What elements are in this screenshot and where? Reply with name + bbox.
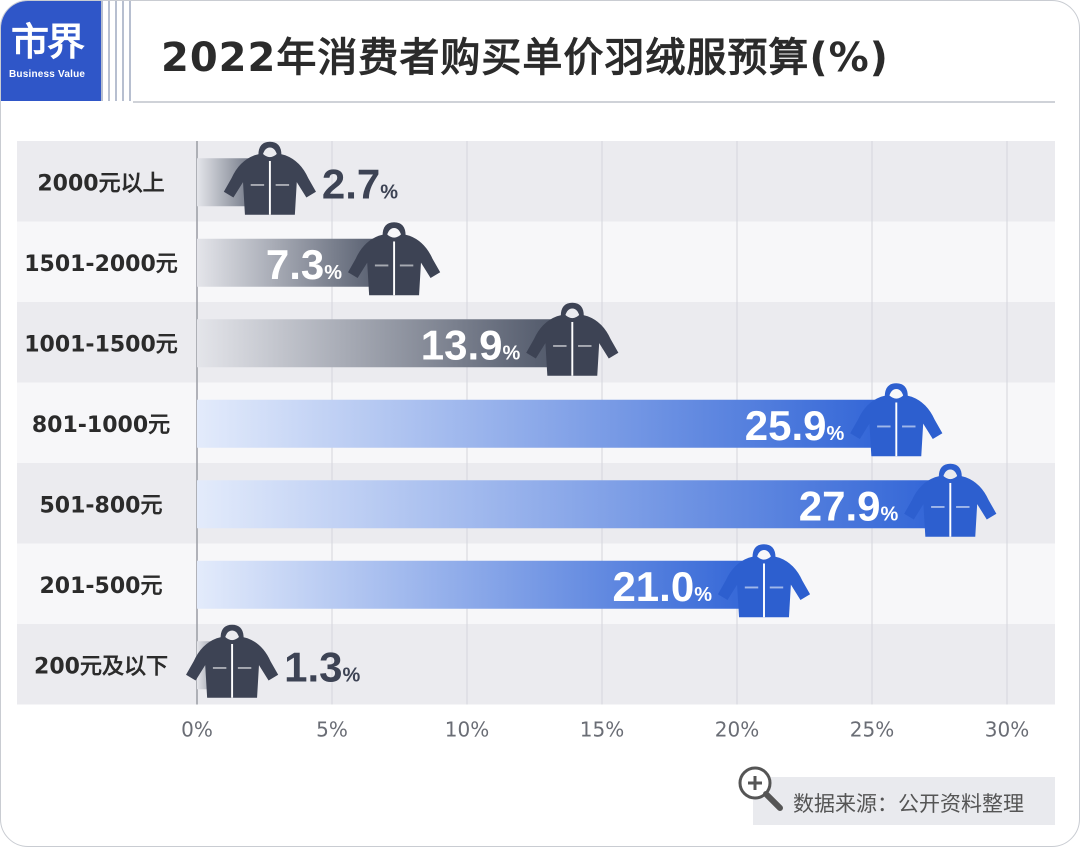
row-band — [17, 221, 1055, 302]
bar — [197, 480, 951, 529]
x-tick-label: 5% — [316, 718, 348, 742]
logo: 市界 Business Value — [1, 1, 101, 101]
value-unit: % — [881, 503, 899, 525]
x-tick-label: 20% — [715, 718, 759, 742]
value-unit: % — [342, 664, 360, 686]
value-unit: % — [503, 342, 521, 364]
category-label: 1001-1500元 — [24, 332, 178, 357]
source-box: 数据来源：公开资料整理 — [753, 777, 1055, 825]
value-number: 1.3 — [284, 643, 342, 690]
logo-text-cn: 市界 — [11, 20, 85, 64]
logo-stripes-decoration — [101, 1, 133, 101]
bar — [197, 319, 573, 368]
value-number: 13.9 — [421, 321, 503, 368]
value-unit: % — [694, 584, 712, 606]
x-axis-ticks: 0% 5% 10% 15% 20% 25% 30% — [181, 718, 1029, 742]
value-label: 2.7% — [322, 160, 398, 207]
bar — [197, 560, 764, 609]
value-number: 25.9 — [745, 402, 827, 449]
x-tick-label: 15% — [580, 718, 624, 742]
category-label: 200元及以下 — [34, 654, 168, 679]
x-tick-label: 25% — [850, 718, 894, 742]
value-number: 27.9 — [799, 482, 881, 529]
x-tick-label: 10% — [445, 718, 489, 742]
source-text: 数据来源：公开资料整理 — [793, 792, 1024, 816]
category-label: 201-500元 — [40, 574, 163, 599]
chart-title: 2022年消费者购买单价羽绒服预算(%) — [161, 35, 889, 81]
magnifier-plus-icon — [738, 766, 783, 811]
category-label: 1501-2000元 — [24, 252, 178, 277]
bars: 2.7%7.3%13.9%25.9%27.9%21.0%1.3% — [186, 141, 997, 698]
value-unit: % — [324, 262, 342, 284]
value-number: 7.3 — [266, 241, 324, 288]
value-number: 2.7 — [322, 160, 380, 207]
value-label: 1.3% — [284, 643, 360, 690]
bar — [197, 399, 897, 448]
value-label: 25.9% — [745, 402, 845, 449]
value-unit: % — [380, 181, 398, 203]
value-label: 27.9% — [799, 482, 899, 529]
value-number: 21.0 — [612, 563, 694, 610]
logo-text-en: Business Value — [9, 69, 86, 80]
title-divider — [133, 101, 1055, 103]
value-unit: % — [827, 423, 845, 445]
category-labels: 2000元以上 1501-2000元 1001-1500元 801-1000元 501-… — [24, 171, 178, 679]
category-label: 501-800元 — [40, 493, 163, 518]
x-tick-label: 30% — [985, 718, 1029, 742]
category-label: 2000元以上 — [37, 171, 164, 196]
value-label: 7.3% — [266, 241, 342, 288]
row-band — [17, 141, 1055, 222]
value-label: 13.9% — [421, 321, 521, 368]
row-band — [17, 624, 1055, 705]
x-tick-label: 0% — [181, 718, 213, 742]
category-label: 801-1000元 — [32, 413, 170, 438]
value-label: 21.0% — [612, 563, 712, 610]
